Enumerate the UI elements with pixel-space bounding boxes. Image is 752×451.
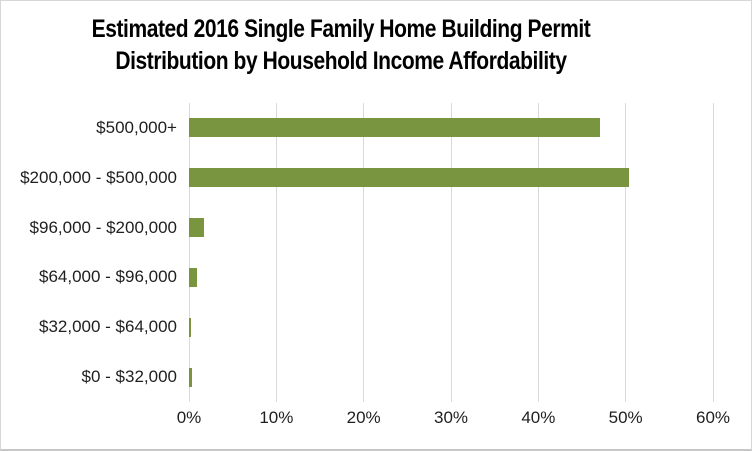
x-tick-label: 60%: [695, 408, 731, 427]
bar-row: [189, 153, 713, 203]
bar-row: [189, 252, 713, 302]
bar: [189, 267, 197, 287]
gridline: [537, 103, 539, 402]
category-label: $64,000 - $96,000: [38, 267, 177, 287]
plot-area: [188, 103, 714, 402]
gridline: [712, 103, 714, 402]
gridline: [188, 103, 190, 402]
category-label: $500,000+: [96, 117, 177, 137]
chart-title: Estimated 2016 Single Family Home Buildi…: [55, 13, 626, 77]
x-tick-label: 10%: [259, 408, 294, 427]
category-label: $0 - $32,000: [81, 367, 177, 387]
category-label: $200,000 - $500,000: [20, 167, 177, 187]
x-tick-label: 0%: [176, 408, 202, 427]
x-tick-label: 30%: [433, 408, 469, 427]
chart-title-line-2: Distribution by Household Income Afforda…: [115, 47, 567, 75]
gridline: [363, 103, 365, 402]
category-axis: $500,000+ $200,000 - $500,000 $96,000 - $2…: [1, 103, 177, 402]
bar: [189, 317, 191, 337]
bar-row: [189, 302, 713, 352]
bar: [189, 118, 601, 138]
bar-row: [189, 203, 713, 253]
gridline: [450, 103, 452, 402]
gridline: [625, 103, 627, 402]
bar: [189, 218, 204, 238]
x-tick-label: 20%: [346, 408, 381, 427]
bar: [189, 367, 192, 387]
bar-row: [189, 352, 713, 402]
category-label: $32,000 - $64,000: [38, 317, 177, 337]
bar: [189, 168, 630, 188]
category-label: $96,000 - $200,000: [29, 217, 177, 237]
value-axis: 0% 10% 20% 30% 40% 50% 60%: [1, 408, 751, 432]
bar-series: [189, 103, 713, 402]
gridline: [275, 103, 277, 402]
x-tick-label: 40%: [521, 408, 556, 427]
x-tick-label: 50%: [608, 408, 643, 427]
chart-title-line-1: Estimated 2016 Single Family Home Buildi…: [91, 15, 591, 43]
bar-row: [189, 103, 713, 153]
